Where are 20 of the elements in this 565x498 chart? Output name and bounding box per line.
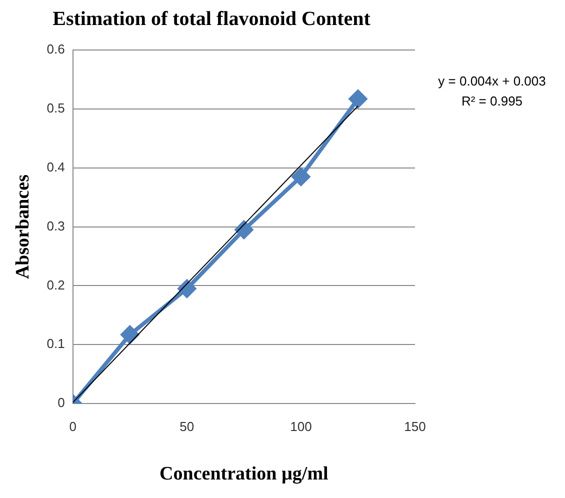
y-tick-label: 0.3 — [46, 218, 65, 234]
point — [292, 168, 310, 186]
y-tick-label: 0.5 — [46, 100, 65, 116]
x-tick-label: 100 — [290, 418, 312, 434]
y-axis-title: Absorbances — [12, 174, 34, 280]
chart-title: Estimation of total flavonoid Content — [52, 8, 371, 30]
x-axis-title: Concentration µg/ml — [160, 464, 328, 485]
x-tick-label: 150 — [404, 418, 426, 434]
text: R² = 0.995 — [461, 94, 523, 109]
point — [178, 280, 196, 298]
point — [348, 90, 367, 108]
text: y = 0.004x + 0.003 — [438, 74, 546, 89]
y-tick-label: 0.2 — [46, 277, 65, 292]
point — [120, 326, 139, 344]
y-tick-label: 0 — [58, 395, 65, 410]
x-tick-label: 50 — [180, 418, 194, 434]
y-tick-label: 0.4 — [46, 159, 65, 174]
x-tick-label: 0 — [69, 418, 76, 434]
y-tick-label: 0.1 — [46, 336, 65, 352]
y-tick-label: 0.6 — [46, 42, 65, 57]
